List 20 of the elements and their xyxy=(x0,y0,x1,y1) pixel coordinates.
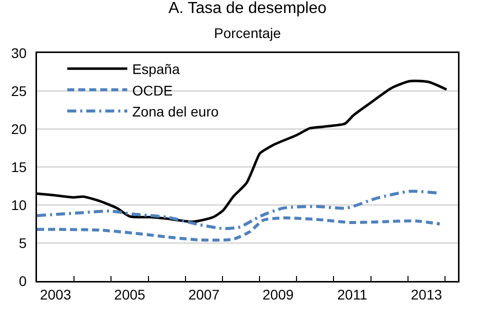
y-tick-label: 10 xyxy=(11,196,27,213)
chart-subtitle: Porcentaje xyxy=(214,25,282,41)
legend-label: España xyxy=(132,61,180,78)
x-tick-label: 2003 xyxy=(40,286,72,302)
legend-label: Zona del euro xyxy=(132,103,219,120)
y-tick-label: 5 xyxy=(18,234,27,251)
line-series xyxy=(37,216,442,242)
y-tick-label: 15 xyxy=(11,158,27,175)
y-tick-label: 0 xyxy=(18,272,27,289)
x-tick-label: 2011 xyxy=(337,286,368,302)
x-tick-label: 2009 xyxy=(262,286,294,302)
y-tick-label: 25 xyxy=(11,82,27,99)
x-tick-label: 2005 xyxy=(114,286,146,302)
x-tick-label: 2013 xyxy=(410,286,442,302)
x-tick-label: 2007 xyxy=(188,286,220,302)
line-series xyxy=(37,190,438,230)
y-tick-label: 20 xyxy=(11,120,27,137)
legend-label: OCDE xyxy=(132,82,173,98)
y-tick-label: 30 xyxy=(11,44,27,61)
chart-title: A. Tasa de desempleo xyxy=(168,0,327,17)
